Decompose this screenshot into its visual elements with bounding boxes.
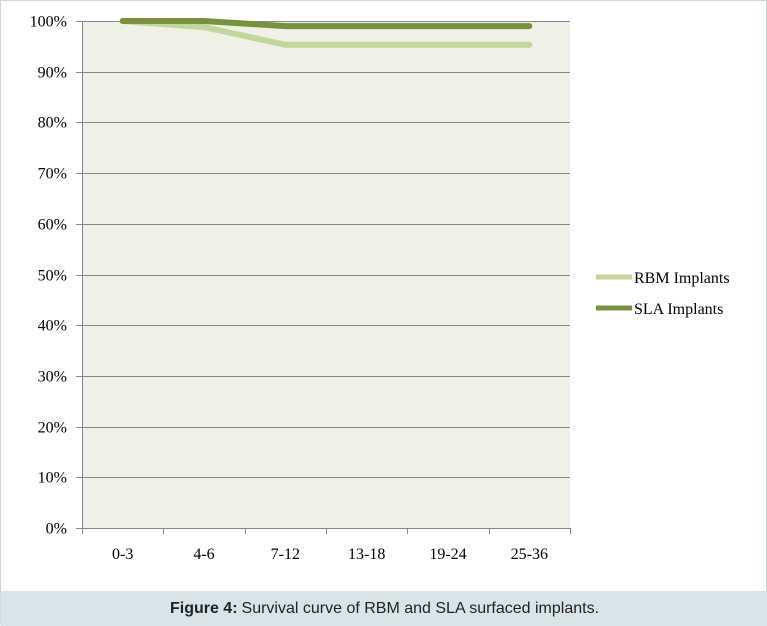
legend-label-sla: SLA Implants (634, 301, 723, 318)
y-tick-label: 20% (38, 420, 67, 437)
y-tick-label: 10% (38, 470, 67, 487)
y-tick-label: 80% (38, 115, 67, 132)
x-tick-label: 25-36 (511, 546, 548, 563)
x-tick-label: 0-3 (112, 546, 133, 563)
legend-label-rbm: RBM Implants (634, 270, 730, 287)
series-line-sla (119, 18, 533, 30)
y-tick-label: 30% (38, 369, 67, 386)
y-tick-label: 0% (46, 521, 67, 538)
y-tick-label: 90% (38, 65, 67, 82)
caption-text: Survival curve of RBM and SLA surfaced i… (241, 599, 600, 617)
x-tick-label: 7-12 (271, 546, 300, 563)
plot-area (82, 21, 570, 528)
x-tick-label: 13-18 (348, 546, 385, 563)
x-tick-label: 4-6 (193, 546, 214, 563)
x-tick-label: 19-24 (429, 546, 466, 563)
y-tick-label: 40% (38, 318, 67, 335)
y-tick-label: 50% (38, 268, 67, 285)
y-tick-label: 70% (38, 166, 67, 183)
survival-chart: 0% 10% 20% 30% 40% 50% 60% 70% 80% 90% 100% 0-3 4-6… (30, 14, 730, 564)
y-tick-label: 100% (30, 14, 67, 31)
figure-caption: Figure 4: Survival curve of RBM and SLA … (1, 591, 767, 626)
caption-label: Figure 4: (169, 599, 238, 617)
y-tick-label: 60% (38, 217, 67, 234)
series-line-rbm (119, 18, 533, 48)
